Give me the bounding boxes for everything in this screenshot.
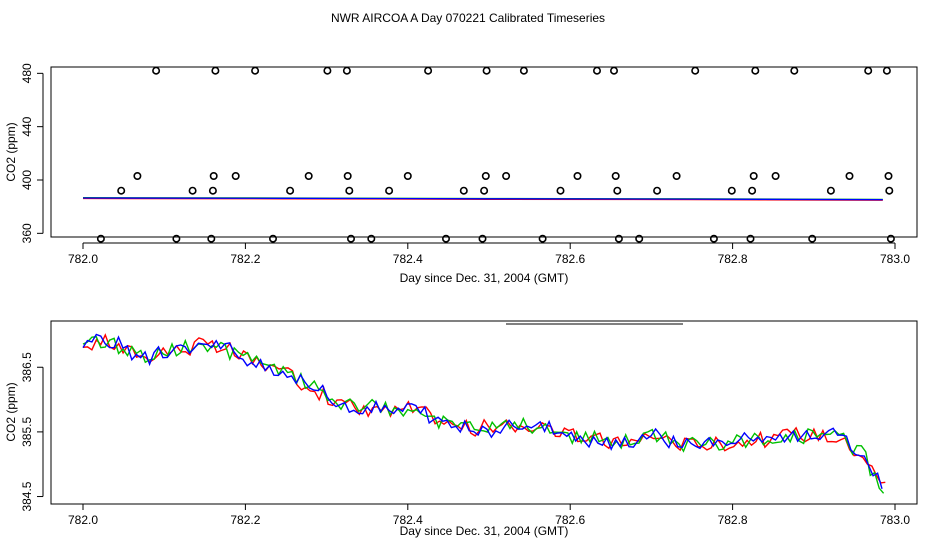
calibration-point <box>727 186 736 195</box>
x-tick-label: 782.6 <box>555 513 585 527</box>
co2-series-blue <box>82 333 883 489</box>
calibration-point <box>207 234 216 243</box>
calibration-point <box>117 186 126 195</box>
calibration-point <box>208 186 217 195</box>
calibration-point <box>211 66 220 75</box>
bottom-y-axis-label: CO2 (ppm) <box>4 382 18 441</box>
calibration-point <box>268 234 277 243</box>
calibration-point <box>459 186 468 195</box>
calibration-point <box>691 66 700 75</box>
bottom-y-axis: 384.5 385.5 386.5 <box>20 352 44 512</box>
calibration-point <box>152 66 161 75</box>
x-tick-label: 783.0 <box>880 252 910 266</box>
calibration-point <box>403 172 412 181</box>
calibration-point <box>884 172 893 181</box>
calibration-point <box>864 66 873 75</box>
calibration-point <box>519 66 528 75</box>
co2-series-green <box>82 336 885 494</box>
calibration-point <box>845 172 854 181</box>
x-tick-label: 782.2 <box>230 513 260 527</box>
calibration-point <box>251 66 260 75</box>
calibration-point <box>304 172 313 181</box>
y-tick-label: 385.5 <box>20 417 34 447</box>
x-tick-label: 782.0 <box>68 513 98 527</box>
calibration-point <box>556 186 565 195</box>
calibration-point <box>385 186 394 195</box>
calibration-point <box>188 186 197 195</box>
calibration-point <box>790 66 799 75</box>
calibration-point <box>592 66 601 75</box>
calibration-point <box>538 234 547 243</box>
calibration-point <box>886 234 895 243</box>
calibration-point <box>209 172 218 181</box>
top-data-layer <box>82 66 895 243</box>
x-tick-label: 782.4 <box>393 252 423 266</box>
calibration-point <box>808 234 817 243</box>
x-tick-label: 782.0 <box>68 252 98 266</box>
y-tick-label: 360 <box>20 223 34 243</box>
calibration-point <box>478 234 487 243</box>
calibration-point <box>342 66 351 75</box>
calibration-point <box>480 186 489 195</box>
calibration-point <box>611 172 620 181</box>
bottom-panel: 782.0 782.2 782.4 782.6 782.8 783.0 384.5 385.… <box>4 320 918 538</box>
calibration-point <box>133 172 142 181</box>
y-tick-label: 400 <box>20 170 34 190</box>
top-x-axis: 782.0 782.2 782.4 782.6 782.8 783.0 <box>68 242 910 266</box>
calibration-point <box>771 172 780 181</box>
y-tick-label: 386.5 <box>20 352 34 382</box>
calibration-point <box>882 66 891 75</box>
calibration-point <box>751 66 760 75</box>
x-tick-label: 782.2 <box>230 252 260 266</box>
x-tick-label: 782.8 <box>718 513 748 527</box>
calibration-point <box>286 186 295 195</box>
bottom-plot-frame <box>50 320 918 505</box>
y-tick-label: 480 <box>20 63 34 83</box>
calibration-point <box>614 234 623 243</box>
x-tick-label: 782.8 <box>718 252 748 266</box>
calibration-point <box>172 234 181 243</box>
co2-series-red <box>82 333 886 484</box>
calibration-point <box>424 66 433 75</box>
bottom-x-axis: 782.0 782.2 782.4 782.6 782.8 783.0 <box>68 503 910 527</box>
calibration-point <box>653 186 662 195</box>
calibration-point <box>573 172 582 181</box>
y-tick-label: 384.5 <box>20 481 34 511</box>
calibration-point <box>749 172 758 181</box>
calibration-point <box>345 186 354 195</box>
calibration-point <box>709 234 718 243</box>
calibration-point <box>885 186 894 195</box>
top-x-axis-label: Day since Dec. 31, 2004 (GMT) <box>400 271 569 285</box>
bottom-x-axis-label: Day since Dec. 31, 2004 (GMT) <box>400 524 569 538</box>
calibration-point <box>481 172 490 181</box>
calibration-point <box>826 186 835 195</box>
calibration-point <box>441 234 450 243</box>
y-tick-label: 440 <box>20 116 34 136</box>
calibration-point <box>96 234 105 243</box>
top-trace-line <box>82 197 883 201</box>
calibration-point <box>609 66 618 75</box>
calibration-point <box>635 234 644 243</box>
bottom-data-layer <box>82 333 886 494</box>
calibration-point <box>613 186 622 195</box>
top-y-axis: 360 400 440 480 <box>20 63 44 243</box>
calibration-point <box>482 66 491 75</box>
x-tick-label: 783.0 <box>880 513 910 527</box>
calibration-point <box>748 186 757 195</box>
x-tick-label: 782.4 <box>393 513 423 527</box>
calibration-point <box>746 234 755 243</box>
calibration-point <box>343 172 352 181</box>
calibration-point <box>367 234 376 243</box>
calibration-point <box>231 172 240 181</box>
calibration-point <box>502 172 511 181</box>
top-panel: 782.0 782.2 782.4 782.6 782.8 783.0 360 400 440… <box>4 63 918 285</box>
top-plot-frame <box>50 66 918 238</box>
calibration-point <box>672 172 681 181</box>
calibration-point <box>323 66 332 75</box>
top-y-axis-label: CO2 (ppm) <box>4 122 18 181</box>
x-tick-label: 782.6 <box>555 252 585 266</box>
calibration-point <box>346 234 355 243</box>
figure-title: NWR AIRCOA A Day 070221 Calibrated Times… <box>331 11 605 25</box>
